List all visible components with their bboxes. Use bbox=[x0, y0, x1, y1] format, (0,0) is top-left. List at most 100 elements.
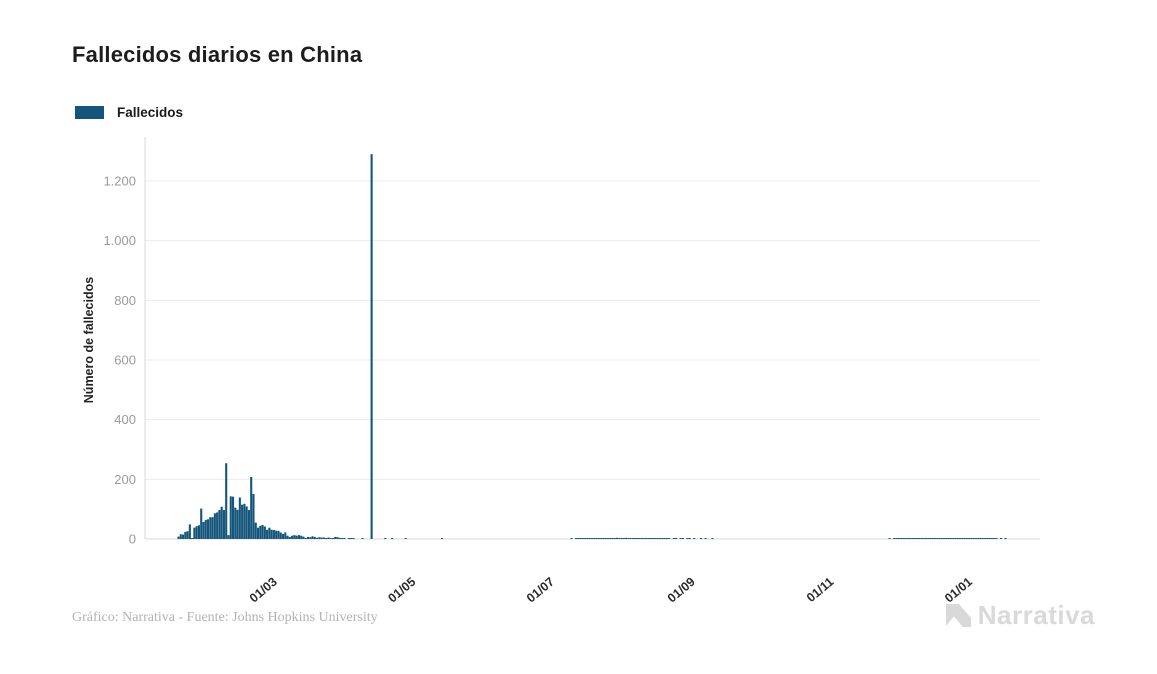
bar[interactable] bbox=[618, 538, 621, 539]
bar[interactable] bbox=[586, 538, 589, 539]
bar[interactable] bbox=[577, 538, 580, 539]
bar[interactable] bbox=[913, 538, 916, 539]
bar[interactable] bbox=[286, 535, 289, 539]
bar[interactable] bbox=[197, 525, 200, 539]
bar[interactable] bbox=[320, 537, 323, 539]
bar[interactable] bbox=[661, 538, 664, 539]
bar[interactable] bbox=[302, 536, 305, 539]
bar[interactable] bbox=[275, 530, 278, 539]
bar[interactable] bbox=[213, 513, 216, 539]
bar[interactable] bbox=[222, 510, 225, 539]
bar[interactable] bbox=[575, 538, 578, 539]
bar[interactable] bbox=[974, 538, 978, 539]
bar[interactable] bbox=[254, 522, 257, 539]
bar[interactable] bbox=[909, 538, 912, 539]
bar[interactable] bbox=[943, 538, 946, 539]
bar[interactable] bbox=[318, 537, 321, 539]
bar[interactable] bbox=[615, 537, 619, 539]
bar[interactable] bbox=[293, 535, 296, 539]
bar[interactable] bbox=[888, 538, 891, 539]
bar[interactable] bbox=[611, 538, 614, 539]
bar[interactable] bbox=[331, 538, 335, 539]
bar[interactable] bbox=[609, 538, 612, 539]
bar[interactable] bbox=[279, 532, 282, 539]
bar[interactable] bbox=[650, 538, 653, 539]
bar[interactable] bbox=[181, 534, 185, 539]
bar[interactable] bbox=[972, 538, 975, 539]
bar[interactable] bbox=[977, 538, 980, 539]
bar[interactable] bbox=[579, 538, 582, 539]
bar[interactable] bbox=[922, 538, 925, 539]
bar[interactable] bbox=[252, 493, 255, 539]
bar[interactable] bbox=[934, 538, 937, 539]
bar[interactable] bbox=[191, 538, 194, 539]
bar[interactable] bbox=[336, 537, 339, 539]
bar[interactable] bbox=[204, 519, 207, 539]
bar[interactable] bbox=[959, 538, 962, 539]
bar[interactable] bbox=[645, 538, 648, 539]
bar[interactable] bbox=[952, 538, 955, 539]
bar[interactable] bbox=[984, 538, 987, 539]
bar[interactable] bbox=[968, 538, 971, 539]
bar[interactable] bbox=[906, 538, 909, 539]
bar[interactable] bbox=[325, 538, 328, 539]
bar[interactable] bbox=[184, 531, 187, 539]
bar[interactable] bbox=[979, 538, 982, 539]
legend-swatch-icon[interactable] bbox=[75, 106, 104, 119]
bar[interactable] bbox=[297, 535, 300, 539]
bar[interactable] bbox=[238, 497, 241, 539]
bar[interactable] bbox=[604, 538, 607, 539]
bar[interactable] bbox=[911, 538, 914, 539]
bar[interactable] bbox=[620, 538, 623, 539]
bar[interactable] bbox=[304, 538, 307, 539]
bar[interactable] bbox=[311, 536, 314, 540]
bar[interactable] bbox=[322, 537, 325, 539]
bar[interactable] bbox=[231, 496, 235, 539]
bar[interactable] bbox=[236, 509, 239, 539]
bar[interactable] bbox=[281, 533, 285, 539]
bar[interactable] bbox=[999, 538, 1003, 539]
bar[interactable] bbox=[306, 536, 310, 539]
bar[interactable] bbox=[613, 538, 616, 539]
bar[interactable] bbox=[602, 538, 605, 539]
bar[interactable] bbox=[961, 538, 964, 539]
bar[interactable] bbox=[893, 538, 896, 539]
bar[interactable] bbox=[309, 537, 312, 539]
bar[interactable] bbox=[229, 496, 232, 539]
bar[interactable] bbox=[338, 537, 341, 539]
bar[interactable] bbox=[206, 519, 210, 539]
bar[interactable] bbox=[693, 538, 696, 539]
bar[interactable] bbox=[1004, 538, 1007, 539]
bar[interactable] bbox=[350, 538, 353, 539]
bar[interactable] bbox=[931, 538, 934, 539]
bar[interactable] bbox=[963, 538, 966, 539]
bar[interactable] bbox=[940, 538, 943, 539]
bar[interactable] bbox=[211, 517, 214, 539]
bar[interactable] bbox=[225, 463, 228, 539]
bar[interactable] bbox=[227, 535, 230, 539]
bar[interactable] bbox=[220, 506, 223, 539]
bar[interactable] bbox=[391, 538, 394, 539]
bar[interactable] bbox=[915, 538, 918, 539]
bar[interactable] bbox=[654, 538, 657, 539]
bar[interactable] bbox=[652, 538, 655, 539]
bar[interactable] bbox=[625, 537, 628, 539]
bar[interactable] bbox=[404, 538, 407, 539]
bar[interactable] bbox=[681, 538, 684, 539]
bar[interactable] bbox=[570, 538, 573, 539]
bar[interactable] bbox=[250, 476, 253, 539]
bar[interactable] bbox=[634, 538, 637, 539]
bar[interactable] bbox=[288, 536, 291, 539]
bar[interactable] bbox=[656, 538, 659, 539]
bar[interactable] bbox=[259, 525, 262, 539]
bar[interactable] bbox=[284, 532, 287, 539]
bar[interactable] bbox=[177, 536, 180, 539]
bar[interactable] bbox=[665, 538, 669, 539]
bar[interactable] bbox=[295, 535, 298, 539]
bar[interactable] bbox=[341, 538, 344, 539]
bar[interactable] bbox=[631, 538, 634, 539]
bar[interactable] bbox=[593, 538, 596, 539]
bar[interactable] bbox=[597, 538, 600, 539]
bar[interactable] bbox=[590, 538, 594, 539]
bar[interactable] bbox=[179, 534, 182, 539]
